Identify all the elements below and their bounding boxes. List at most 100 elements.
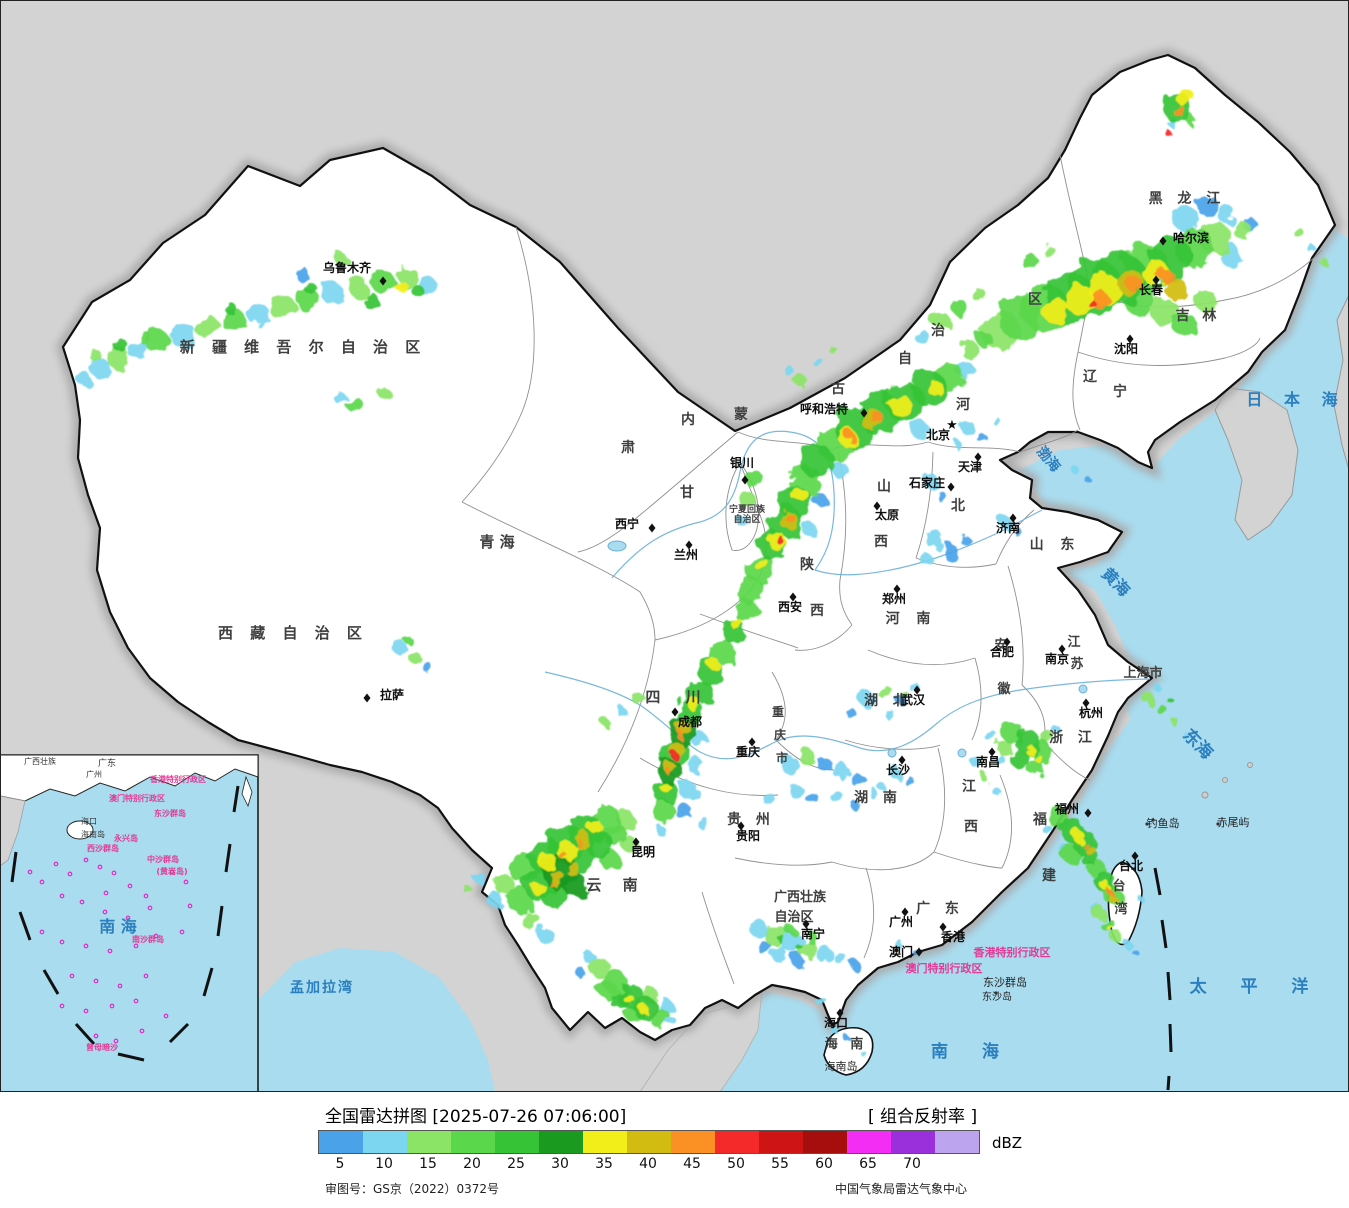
radar-echo: [362, 292, 378, 308]
city-marker: [1126, 334, 1134, 344]
radar-echo: [813, 357, 823, 367]
inset-island-dot: [83, 1008, 89, 1014]
city-marker: [915, 947, 923, 957]
province-label: 湖 南: [854, 789, 902, 806]
radar-echo: [913, 328, 927, 342]
province-label: 蒙: [734, 406, 748, 423]
radar-echo: [1042, 244, 1054, 256]
radar-echo: [1014, 528, 1022, 536]
radar-echo: [334, 252, 346, 264]
inset-island-dot: [93, 978, 99, 984]
radar-echo: [831, 348, 839, 356]
inset-island-dot: [107, 948, 113, 954]
radar-echo: [474, 872, 486, 884]
taihu-lake: [1078, 684, 1088, 694]
province-label: 建: [1042, 867, 1056, 884]
city-label: 香港: [940, 929, 966, 944]
city-label: 北京: [926, 427, 950, 442]
inset-island-dot: [143, 893, 149, 899]
city-label: 台北: [1119, 858, 1143, 873]
dbz-tick: 15: [419, 1156, 437, 1172]
dbz-color-step: [539, 1131, 583, 1153]
hainan-island: [823, 1026, 874, 1076]
radar-echo: [926, 531, 944, 549]
radar-echo: [1043, 825, 1053, 835]
radar-echo: [139, 332, 151, 344]
radar-echo: [960, 535, 970, 545]
city-label: 澳门: [889, 944, 913, 959]
inset-china-coast: [0, 754, 259, 802]
inset-island-dot: [69, 973, 75, 979]
radar-echo: [558, 851, 566, 859]
inset-island-dot: [53, 861, 59, 867]
radar-echo: [1127, 277, 1143, 293]
radar-echo: [817, 997, 827, 1007]
radar-echo: [128, 340, 148, 360]
nine-dash-segment: [74, 1022, 96, 1046]
dbz-color-step: [759, 1131, 803, 1153]
radar-echo-layer: [78, 89, 1326, 1055]
sea-label: 南 海: [931, 1041, 1013, 1062]
province-label: 云 南: [586, 876, 645, 894]
nine-dash-segment: [18, 911, 32, 941]
radar-echo: [831, 1026, 839, 1034]
city-label: 海口: [824, 1015, 848, 1030]
dbz-tick: 40: [639, 1156, 657, 1172]
inset-label: 广东: [98, 757, 116, 769]
radar-echo: [973, 289, 987, 303]
province-label: 自治区: [774, 909, 813, 925]
radar-echo: [1151, 298, 1179, 326]
province-label: 北: [951, 498, 965, 514]
dbz-color-step: [583, 1131, 627, 1153]
province-label: 新 疆 维 吾 尔 自 治 区: [180, 338, 427, 356]
korea-land: [1214, 387, 1299, 541]
city-label: 呼和浩特: [800, 401, 848, 416]
province-label: 河 南: [886, 610, 937, 627]
inset-island-dot: [97, 864, 103, 870]
radar-echo: [1071, 466, 1079, 474]
province-label: 西 藏 自 治 区: [218, 624, 368, 642]
inset-label: 南 海: [99, 917, 137, 936]
radar-echo: [991, 786, 999, 794]
inset-island-dot: [83, 943, 89, 949]
province-label: 广 东: [916, 900, 964, 917]
dbz-tick: 50: [727, 1156, 745, 1172]
radar-echo: [601, 718, 609, 726]
radar-echo: [1173, 313, 1197, 337]
city-marker: [632, 837, 640, 847]
radar-echo: [732, 619, 744, 631]
radar-echo: [788, 783, 802, 797]
radar-echo: [736, 514, 748, 526]
radar-echo: [977, 433, 987, 443]
poyang-lake: [957, 748, 967, 758]
radar-echo: [590, 958, 610, 978]
province-label: 黑 龙 江: [1149, 190, 1226, 207]
radar-echo: [889, 394, 911, 416]
dbz-tick: 60: [815, 1156, 833, 1172]
ryukyu-islet: [1247, 762, 1253, 768]
city-marker: [860, 408, 868, 418]
inset-vietnam-land: [0, 795, 26, 867]
radar-echo: [911, 421, 929, 439]
radar-echo: [1107, 889, 1113, 895]
ocean-east: [640, 228, 1349, 1092]
radar-echo: [806, 932, 818, 944]
radar-echo: [954, 441, 962, 449]
inset-island-dot: [133, 998, 139, 1004]
radar-echo: [393, 641, 407, 655]
radar-echo: [574, 838, 582, 846]
radar-echo: [984, 729, 996, 741]
radar-echo: [860, 692, 876, 708]
city-label: 长春: [1139, 282, 1164, 297]
radar-echo: [224, 302, 236, 314]
legend-panel: 全国雷达拼图 [2025-07-26 07:06:00] [ 组合反射率 ] d…: [0, 1092, 1349, 1208]
province-label: 江: [1067, 634, 1080, 650]
city-marker: [748, 737, 756, 747]
dbz-tick: 30: [551, 1156, 569, 1172]
province-label: 山: [877, 479, 891, 495]
inset-label: 广州: [86, 769, 102, 779]
boundary-dash: [1166, 1075, 1171, 1091]
inset-island-dot: [27, 869, 33, 875]
inset-taiwan: [241, 775, 253, 808]
radar-echo: [845, 707, 855, 717]
